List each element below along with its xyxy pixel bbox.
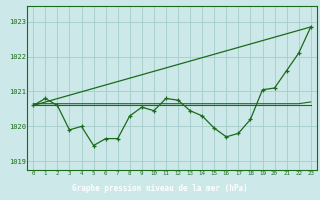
- Text: Graphe pression niveau de la mer (hPa): Graphe pression niveau de la mer (hPa): [72, 184, 248, 193]
